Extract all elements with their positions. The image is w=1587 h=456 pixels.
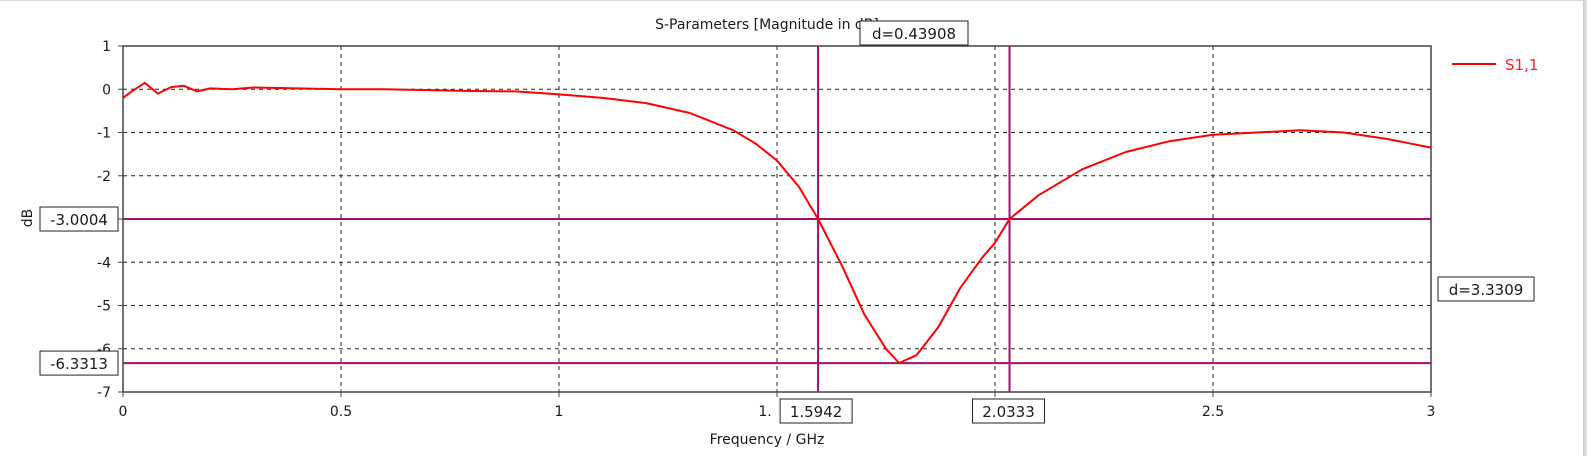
marker-box-text: 2.0333	[982, 403, 1035, 421]
x-axis-label: Frequency / GHz	[710, 432, 825, 448]
marker-box-text: d=3.3309	[1449, 281, 1524, 299]
marker-box-frame	[859, 20, 969, 46]
marker-box-text: 1.5942	[790, 403, 843, 421]
marker-box-text: d=0.43908	[872, 25, 956, 43]
x-tick-label: 0.5	[330, 404, 352, 420]
x-axis-ticks: 00.511.22.53	[119, 389, 1436, 420]
legend: S1,1	[1452, 56, 1538, 74]
y-tick-label: -4	[97, 255, 111, 271]
x-tick-label: 1.	[758, 404, 771, 420]
series-line	[122, 81, 1432, 364]
x-tick-label: 2.5	[1202, 404, 1224, 420]
x-tick-label: 1	[555, 404, 564, 420]
marker-box-frame	[1437, 276, 1535, 302]
y-tick-label: -5	[97, 299, 111, 315]
marker-box-text: -6.3313	[50, 355, 108, 373]
y-tick-label: -7	[97, 385, 111, 401]
y-tick-label: -1	[97, 126, 111, 142]
legend-label-s11: S1,1	[1505, 56, 1538, 74]
y-tick-label: -2	[97, 169, 111, 185]
delta-x-box[interactable]: d=0.43908	[859, 20, 969, 46]
marker-value-box-y1[interactable]: -3.0004	[39, 206, 119, 232]
y-tick-label: 0	[102, 82, 111, 98]
x-tick-label: 0	[119, 404, 128, 420]
marker-box-frame	[39, 206, 119, 232]
marker-value-box-x1[interactable]: 1.5942	[779, 398, 853, 424]
marker-value-box-y2[interactable]: -6.3313	[39, 350, 119, 376]
marker-value-box-x2[interactable]: 2.0333	[972, 398, 1046, 424]
chart-title: S-Parameters [Magnitude in dB]	[655, 17, 879, 33]
window-top-border	[0, 0, 1583, 1]
marker-box-frame	[39, 350, 119, 376]
delta-y-box[interactable]: d=3.3309	[1437, 276, 1535, 302]
y-axis-label: dB	[20, 209, 36, 228]
y-tick-label: 1	[102, 39, 111, 55]
window-scrollbar-edge[interactable]	[1583, 0, 1587, 456]
marker-box-frame	[779, 398, 853, 424]
marker-box-text: -3.0004	[50, 211, 108, 229]
series-s11-curve	[122, 81, 1432, 364]
marker-box-frame	[972, 398, 1046, 424]
x-tick-label: 3	[1427, 404, 1436, 420]
